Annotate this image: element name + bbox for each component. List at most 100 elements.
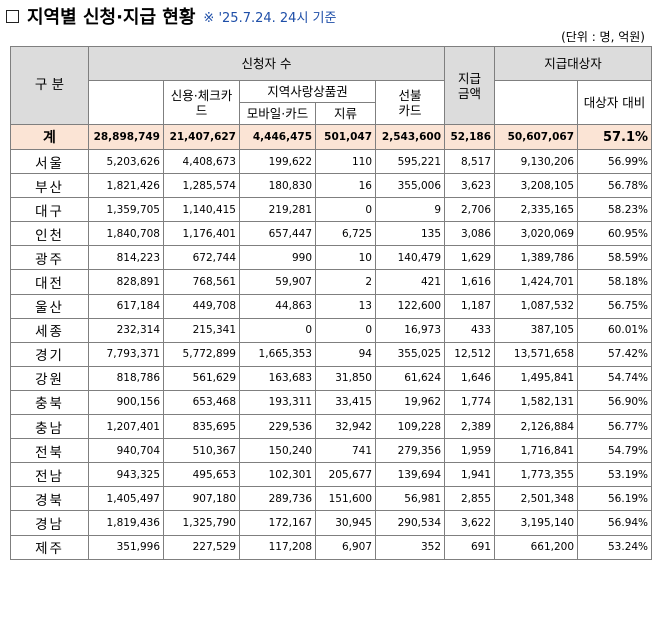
cell-targets: 661,200 [494, 534, 579, 560]
cell-prepaid: 352 [374, 534, 446, 560]
cell-applicants: 1,821,426 [88, 173, 164, 199]
cell-region: 제주 [10, 534, 89, 560]
cell-applicants: 1,840,708 [88, 221, 164, 247]
cell-rate: 56.78% [577, 173, 653, 199]
cell-amount: 3,086 [444, 221, 496, 247]
total-mobile-card: 4,446,475 [239, 124, 316, 150]
cell-region: 경남 [10, 510, 89, 536]
table-row: 울산 617,184 449,708 44,863 13 122,600 1,187 1,08… [10, 293, 653, 319]
cell-paper: 94 [315, 341, 376, 367]
cell-mobile-card: 199,622 [239, 148, 316, 175]
cell-credit-check: 835,695 [163, 414, 240, 440]
cell-paper: 10 [315, 245, 376, 271]
cell-mobile-card: 180,830 [239, 173, 316, 199]
cell-applicants: 828,891 [88, 269, 164, 295]
cell-credit-check: 227,529 [163, 534, 240, 560]
cell-targets: 2,335,165 [494, 197, 579, 223]
cell-rate: 56.99% [577, 148, 653, 175]
cell-rate: 56.94% [577, 510, 653, 536]
cell-credit-check: 495,653 [163, 462, 240, 488]
cell-targets: 13,571,658 [494, 341, 579, 367]
cell-paper: 0 [315, 317, 376, 343]
cell-mobile-card: 117,208 [239, 534, 316, 560]
header-targets-blank [494, 80, 579, 125]
cell-prepaid: 355,006 [374, 173, 446, 199]
cell-region: 서울 [10, 148, 89, 175]
total-paper: 501,047 [315, 124, 376, 150]
cell-credit-check: 5,772,899 [163, 341, 240, 367]
cell-applicants: 943,325 [88, 462, 164, 488]
table-row: 전북 940,704 510,367 150,240 741 279,356 1,959 1,… [10, 438, 653, 464]
cell-rate: 56.90% [577, 389, 653, 416]
cell-region: 부산 [10, 173, 89, 199]
cell-mobile-card: 163,683 [239, 365, 316, 391]
cell-applicants: 1,405,497 [88, 486, 164, 512]
cell-applicants: 617,184 [88, 293, 164, 319]
cell-rate: 56.19% [577, 486, 653, 512]
cell-paper: 0 [315, 197, 376, 223]
cell-amount: 1,646 [444, 365, 496, 391]
cell-paper: 110 [315, 148, 376, 175]
header-applicants-blank [88, 80, 164, 125]
cell-paper: 13 [315, 293, 376, 319]
cell-rate: 53.24% [577, 534, 653, 560]
cell-applicants: 1,207,401 [88, 414, 164, 440]
total-region: 계 [10, 124, 89, 150]
cell-rate: 56.75% [577, 293, 653, 319]
cell-targets: 2,126,884 [494, 414, 579, 440]
cell-mobile-card: 1,665,353 [239, 341, 316, 367]
cell-amount: 2,706 [444, 197, 496, 223]
cell-credit-check: 1,285,574 [163, 173, 240, 199]
cell-credit-check: 768,561 [163, 269, 240, 295]
title-note: ※ '25.7.24. 24시 기준 [203, 10, 337, 26]
cell-prepaid: 19,962 [374, 389, 446, 416]
cell-prepaid: 139,694 [374, 462, 446, 488]
header-target-ratio: 대상자 대비 [577, 80, 653, 125]
cell-region: 울산 [10, 293, 89, 319]
cell-region: 충북 [10, 389, 89, 416]
cell-applicants: 351,996 [88, 534, 164, 560]
header-applicants: 신청자 수 [87, 46, 446, 81]
cell-applicants: 814,223 [88, 245, 164, 271]
cell-amount: 1,187 [444, 293, 496, 319]
cell-paper: 2 [315, 269, 376, 295]
cell-prepaid: 355,025 [374, 341, 446, 367]
cell-mobile-card: 193,311 [239, 389, 316, 416]
title-main: 지역별 신청·지급 현황 [27, 7, 196, 28]
cell-credit-check: 907,180 [163, 486, 240, 512]
cell-rate: 58.23% [577, 197, 653, 223]
total-row: 계 28,898,749 21,407,627 4,446,475 501,04… [10, 124, 653, 150]
cell-paper: 741 [315, 438, 376, 464]
cell-mobile-card: 657,447 [239, 221, 316, 247]
cell-mobile-card: 0 [239, 317, 316, 343]
cell-applicants: 5,203,626 [88, 148, 164, 175]
cell-applicants: 7,793,371 [88, 341, 164, 367]
cell-applicants: 818,786 [88, 365, 164, 391]
cell-amount: 1,616 [444, 269, 496, 295]
cell-applicants: 900,156 [88, 389, 164, 416]
header-paper: 지류 [315, 102, 376, 125]
table-row: 부산 1,821,426 1,285,574 180,830 16 355,006 3,62… [10, 173, 653, 199]
cell-rate: 53.19% [577, 462, 653, 488]
cell-paper: 31,850 [315, 365, 376, 391]
cell-rate: 54.74% [577, 365, 653, 391]
cell-credit-check: 672,744 [163, 245, 240, 271]
cell-paper: 151,600 [315, 486, 376, 512]
cell-prepaid: 9 [374, 197, 446, 223]
cell-paper: 6,907 [315, 534, 376, 560]
cell-paper: 30,945 [315, 510, 376, 536]
cell-mobile-card: 289,736 [239, 486, 316, 512]
table-row: 충북 900,156 653,468 193,311 33,415 19,962 1,774… [10, 389, 653, 416]
table-row: 충남 1,207,401 835,695 229,536 32,942 109,228 2,… [10, 414, 653, 440]
cell-amount: 8,517 [444, 148, 496, 175]
cell-targets: 3,208,105 [494, 173, 579, 199]
cell-region: 전남 [10, 462, 89, 488]
cell-credit-check: 215,341 [163, 317, 240, 343]
cell-prepaid: 122,600 [374, 293, 446, 319]
header-mobile-card: 모바일·카드 [239, 102, 316, 125]
cell-targets: 1,495,841 [494, 365, 579, 391]
cell-mobile-card: 59,907 [239, 269, 316, 295]
cell-region: 대전 [10, 269, 89, 295]
unit-label: (단위 : 명, 억원) [561, 30, 645, 44]
cell-paper: 32,942 [315, 414, 376, 440]
